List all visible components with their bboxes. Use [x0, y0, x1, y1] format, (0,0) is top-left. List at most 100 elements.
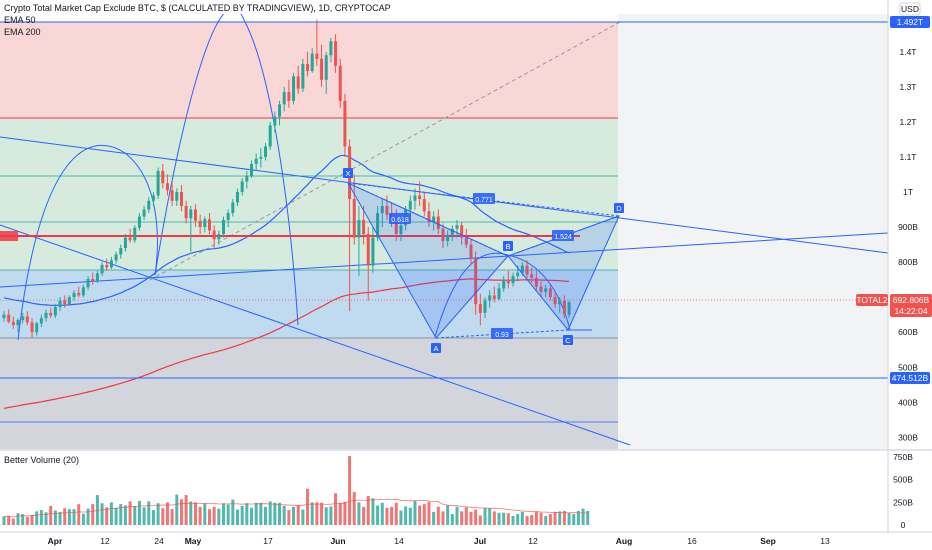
trendline-rising [0, 232, 888, 288]
candle-body [198, 220, 202, 228]
volume-bar [380, 502, 384, 525]
candle-body [207, 219, 211, 231]
volume-bar [492, 511, 496, 525]
time-tick-label: Jun [330, 536, 345, 546]
pattern-point-marker [614, 203, 624, 213]
candle-body [170, 190, 174, 201]
volume-bar [455, 506, 459, 525]
candle-body [567, 302, 571, 315]
candle-body [231, 202, 235, 214]
svg-text:USD: USD [901, 4, 919, 14]
chart-title: Crypto Total Market Cap Exclude BTC, $ (… [4, 3, 391, 13]
price-tick-label: 1.1T [899, 152, 916, 162]
candle-body [413, 195, 417, 201]
candle-body [306, 64, 310, 72]
candle-body [338, 65, 342, 101]
candle-body [315, 53, 319, 59]
volume-bar [25, 516, 29, 525]
volume-bar [63, 508, 67, 525]
candle-body [450, 228, 454, 235]
volume-bar [7, 515, 11, 525]
candle-body [488, 295, 492, 301]
candle-body [175, 192, 179, 201]
ema200-legend[interactable]: EMA 200 [4, 27, 41, 37]
volume-tick-label: 500B [893, 475, 913, 485]
candle-body [86, 278, 90, 288]
volume-bar [30, 515, 34, 525]
volume-bar [292, 506, 296, 525]
pattern-ratio-label: 0.618 [391, 217, 409, 224]
price-tick-label: 1.2T [899, 117, 916, 127]
candle-body [217, 234, 221, 240]
volume-bar [488, 508, 492, 525]
volume-bar [240, 505, 244, 525]
candle-body [226, 213, 230, 221]
candle-body [422, 199, 426, 212]
volume-bar [175, 494, 179, 525]
volume-bar [567, 513, 571, 525]
candle-body [511, 276, 515, 284]
arc-pattern-right [434, 252, 571, 338]
candle-body [95, 273, 99, 282]
volume-bar [165, 502, 169, 525]
volume-bar [469, 511, 473, 525]
volume-bar [315, 502, 319, 525]
volume-bar [460, 511, 464, 525]
time-tick-label: 14 [394, 536, 404, 546]
volume-bar [53, 510, 57, 525]
volume-bar [432, 511, 436, 525]
candle-body [478, 304, 482, 313]
svg-text:692.806B: 692.806B [893, 295, 930, 305]
pattern-point-label: A [433, 344, 438, 353]
candle-body [184, 206, 188, 219]
candle-body [25, 316, 29, 323]
ema50-legend[interactable]: EMA 50 [4, 15, 36, 25]
candle-body [399, 225, 403, 235]
volume-axis[interactable]: 750B 500B 250B 0 [893, 452, 913, 530]
volume-bar [39, 510, 43, 525]
volume-bar [278, 502, 282, 525]
time-tick-label: 12 [528, 536, 538, 546]
candle-body [282, 92, 286, 105]
candle-body [469, 244, 473, 259]
volume-bar [287, 510, 291, 525]
candle-body [72, 292, 76, 298]
volume-bar [151, 510, 155, 525]
candle-body [497, 288, 501, 299]
candle-body [520, 265, 524, 273]
pattern-xb [347, 182, 509, 257]
volume-bar [58, 511, 62, 525]
volume-bar [250, 507, 254, 525]
candle-body [432, 216, 436, 222]
volume-bar [366, 495, 370, 525]
volume-legend[interactable]: Better Volume (20) [4, 455, 80, 465]
volume-bar [427, 501, 431, 525]
candle-body [240, 181, 244, 192]
svg-text:1.492T: 1.492T [897, 17, 923, 27]
candle-body [179, 192, 183, 207]
price-tick-label: 400B [898, 397, 918, 407]
price-tick-label: 1.3T [899, 82, 916, 92]
pattern-ratio-box [473, 193, 495, 204]
volume-bar [91, 504, 95, 525]
candle-body [254, 158, 258, 164]
volume-bar [109, 502, 113, 525]
volume-bar [450, 514, 454, 525]
candle-body [123, 237, 127, 249]
volume-bar [16, 513, 20, 525]
candle-body [525, 265, 529, 275]
volume-bar [282, 505, 286, 525]
time-axis[interactable]: Apr 12 24 May 17 Jun 14 Jul 12 Aug 16 Sep 13 [48, 536, 830, 546]
volume-bar [86, 508, 90, 525]
candle-body [193, 209, 197, 221]
pattern-point-marker [503, 241, 513, 251]
candle-body [446, 234, 450, 242]
price-tick-label: 1.4T [899, 47, 916, 57]
volume-bar [254, 502, 258, 525]
currency-button[interactable]: USD [899, 2, 921, 16]
bottom-price-label: 474.512B [890, 372, 930, 384]
candle-body [357, 220, 361, 238]
volume-bar [81, 513, 85, 525]
price-axis[interactable]: 1.4T1.3T1.2T1.1T1T900B800B700B600B500B40… [898, 47, 918, 443]
